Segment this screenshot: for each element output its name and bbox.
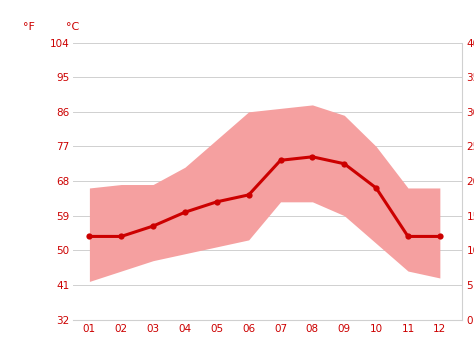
Text: °C: °C [66,22,79,32]
Text: °F: °F [23,22,35,32]
